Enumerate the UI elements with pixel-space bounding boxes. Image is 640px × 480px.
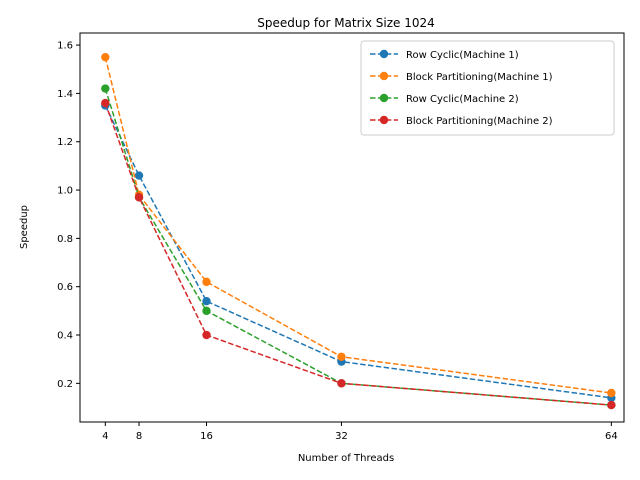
x-tick-label: 8 [136,431,142,442]
legend-label: Block Partitioning(Machine 2) [406,116,553,127]
x-tick-label: 16 [200,431,213,442]
data-point [202,330,211,340]
legend-label: Row Cyclic(Machine 1) [406,50,519,61]
x-tick-label: 4 [102,431,108,442]
legend-label: Row Cyclic(Machine 2) [406,94,519,105]
data-point [337,379,346,388]
data-point [101,98,110,108]
legend-item: Block Partitioning(Machine 1) [370,71,553,83]
plot-area [101,52,616,410]
data-point [202,277,211,287]
y-tick-label: 0.2 [57,379,73,390]
x-axis: 4 8 16 32 64 [102,422,618,442]
legend-marker [379,93,389,103]
data-point [101,84,110,93]
data-point [337,352,346,361]
legend: Row Cyclic(Machine 1) Block Partitioning(… [360,40,615,136]
series-line [104,105,612,399]
legend-item: Row Cyclic(Machine 2) [370,93,519,105]
y-axis-label: Speedup [19,205,30,249]
legend-box [360,40,615,136]
legend-label: Block Partitioning(Machine 1) [406,72,553,83]
x-axis-label: Number of Threads [298,453,394,464]
series-4 [101,98,616,410]
y-tick-label: 1.6 [57,41,73,52]
plot-frame [79,32,625,423]
data-point [134,171,144,180]
y-tick-label: 1.4 [57,89,73,100]
x-tick-label: 32 [335,431,348,442]
chart-title: Speedup for Matrix Size 1024 [257,16,435,30]
y-tick-label: 1.2 [57,137,73,148]
x-tick-label: 64 [605,431,618,442]
data-point [134,193,144,202]
series-line [104,88,612,406]
y-tick-label: 0.8 [57,234,73,245]
data-point [202,296,211,306]
data-point [101,52,110,62]
legend-item: Block Partitioning(Machine 2) [370,115,553,127]
legend-item: Row Cyclic(Machine 1) [370,49,519,61]
y-tick-label: 0.6 [57,282,73,293]
y-tick-label: 1.0 [57,186,73,197]
series-1 [101,101,616,403]
legend-marker [379,71,389,81]
legend-marker [379,115,389,125]
legend-marker [379,49,389,59]
y-tick-label: 0.4 [57,331,73,342]
data-point [607,388,616,398]
data-point [607,400,616,410]
data-point [202,306,211,316]
y-axis: 0.2 0.4 0.6 0.8 1.0 1.2 1.4 1.6 [57,41,80,390]
